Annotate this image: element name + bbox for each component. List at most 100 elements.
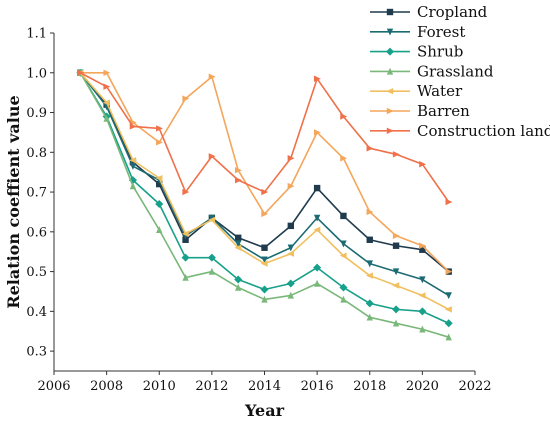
data-point-cropland [156,180,163,188]
data-point-cropland [419,246,426,253]
x-tick-label: 2014 [248,379,281,394]
y-tick-label: 0.3 [26,345,47,360]
data-point-water [208,216,216,224]
data-point-water [260,260,268,267]
data-point-water [418,292,426,299]
data-point-barren [287,182,295,190]
data-point-forest [129,163,137,170]
legend-item-forest: Forest [370,23,465,41]
data-point-water [313,226,321,234]
y-axis-title: Relation coeffient value [4,95,23,308]
x-tick-label: 2018 [353,379,386,394]
legend-swatch-marker [386,47,394,56]
data-point-cropland [287,222,295,230]
data-point-construction-land [156,125,163,132]
data-point-water [444,306,452,313]
data-point-construction-land [392,151,400,158]
data-point-cropland [129,159,137,166]
data-point-barren [340,155,348,162]
legend-label: Shrub [417,43,463,61]
data-point-shrub [155,199,164,208]
y-tick-label: 0.6 [26,225,47,240]
data-point-shrub [286,279,295,288]
y-tick-label: 0.7 [26,186,47,201]
x-tick-label: 2022 [458,379,491,394]
data-point-construction-land [287,155,295,162]
x-tick-label: 2016 [301,379,334,394]
data-point-grassland [366,313,373,321]
x-tick-label: 2020 [406,379,439,394]
data-point-forest [419,276,426,284]
series-barren [77,69,453,275]
data-point-shrub [365,299,374,308]
data-point-construction-land [419,161,427,168]
legend-swatch-marker [386,127,394,134]
legend-item-water: Water [370,82,463,100]
data-point-water [155,174,163,182]
data-point-grassland [445,333,452,341]
data-point-construction-land [129,123,137,130]
data-point-grassland [156,226,163,234]
data-point-barren [156,139,163,146]
data-point-cropland [366,236,373,243]
y-axis-ticks: 0.3 0.4 0.5 0.6 0.7 0.8 0.9 1.0 1.1 [26,27,54,360]
data-point-cropland [234,234,242,241]
data-point-construction-land [208,153,216,160]
data-point-forest [366,260,373,268]
legend-label: Water [417,82,463,100]
data-point-water [234,244,242,251]
y-tick-label: 0.9 [26,106,47,121]
legend-item-construction-land: Construction land [370,122,550,140]
data-point-water [102,99,110,106]
data-point-cropland [182,236,189,243]
data-point-shrub [260,285,269,294]
legend-label: Construction land [417,122,550,140]
data-point-cropland [340,212,347,220]
data-point-grassland [103,114,110,122]
series-construction-land [77,69,453,206]
data-point-construction-land [77,69,85,76]
data-point-barren [182,95,190,102]
legend-swatch-marker [386,8,394,16]
data-point-barren [419,242,427,249]
data-point-grassland [234,283,242,291]
data-point-shrub [181,253,190,262]
data-point-grassland [182,273,189,281]
y-tick-label: 1.1 [26,27,47,42]
data-point-grassland [340,295,347,303]
y-tick-label: 0.5 [26,265,47,280]
data-point-grassland [287,291,295,299]
data-point-construction-land [103,83,111,90]
data-point-cropland [392,242,400,249]
data-point-grassland [419,325,426,333]
data-point-grassland [261,295,268,303]
series-line-barren [80,71,450,273]
x-tick-label: 2008 [90,379,123,394]
legend-swatch-marker [386,28,394,36]
series-shrub [76,68,453,328]
data-point-forest [261,256,268,264]
data-point-construction-land [313,75,321,82]
series-line-cropland [79,72,450,273]
x-tick-label: 2012 [195,379,228,394]
data-point-water [287,250,295,257]
data-point-water [366,272,373,279]
data-point-shrub [339,283,348,292]
legend-label: Forest [417,23,465,41]
data-point-water [129,157,137,164]
data-point-shrub [207,253,216,262]
x-tick-label: 2010 [143,379,176,394]
data-point-forest [340,240,347,248]
data-point-barren [392,232,400,239]
data-point-water [339,252,347,259]
data-point-barren [261,210,269,218]
data-point-grassland [129,182,137,190]
data-point-construction-land [234,176,242,184]
data-point-barren [103,69,111,76]
data-point-forest [445,292,452,300]
data-point-forest [313,214,321,222]
legend-label: Grassland [417,62,494,80]
y-tick-label: 0.8 [26,146,47,161]
data-point-cropland [313,184,321,192]
legend-item-cropland: Cropland [370,3,488,21]
